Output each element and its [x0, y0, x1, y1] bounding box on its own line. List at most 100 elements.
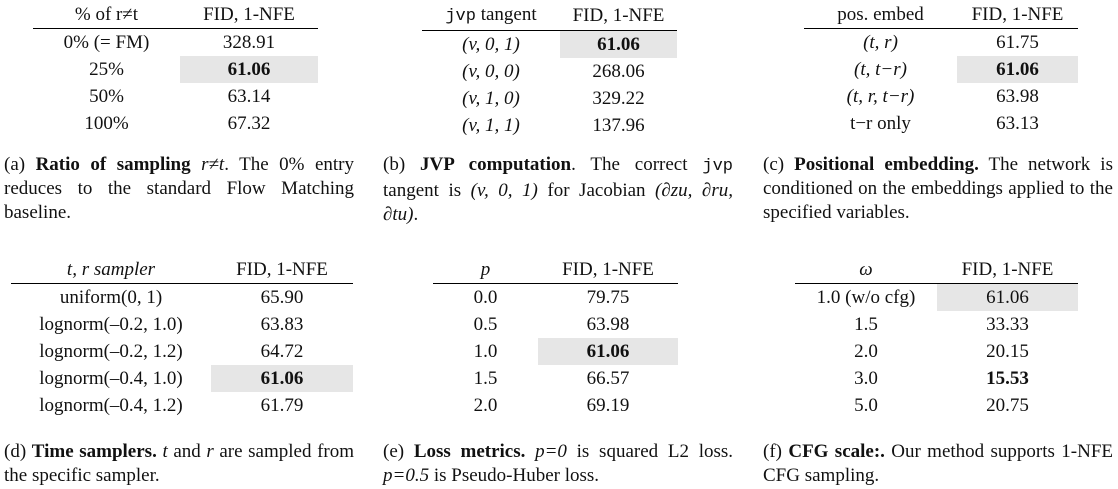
caption-text: Our method supports 1-NFE CFG sampling. — [763, 441, 1113, 486]
table-cell: 0.5 — [473, 314, 498, 335]
table-row: lognorm(–0.2, 1.2) 64.72 — [11, 338, 353, 365]
table-cell: 137.96 — [592, 115, 645, 136]
caption-label: (a) — [4, 154, 36, 175]
table-cell: 63.83 — [260, 314, 304, 335]
table-row: (v, 1, 0) 329.22 — [422, 85, 677, 112]
caption-a: (a) Ratio of sampling r≠t. The 0% entry … — [4, 153, 354, 225]
column-header: FID, 1-NFE — [538, 256, 678, 284]
table-row: (v, 0, 0) 268.06 — [422, 58, 677, 85]
table-row: 0% (= FM) 328.91 — [33, 29, 318, 57]
caption-math: p=0 — [535, 441, 567, 462]
table-cell: 61.79 — [260, 395, 304, 416]
table-row: 2.0 20.15 — [795, 338, 1078, 365]
table-row: (v, 1, 1) 137.96 — [422, 112, 677, 139]
caption-math: t — [162, 441, 168, 462]
table-cell: (v, 0, 1) — [462, 34, 520, 55]
caption-text: The network is conditioned on the embedd… — [763, 154, 1113, 223]
table-cell: 66.57 — [586, 368, 630, 389]
table-cell: 2.0 — [854, 341, 878, 362]
table-row: 1.5 33.33 — [795, 311, 1078, 338]
column-header: FID, 1-NFE — [560, 1, 677, 31]
table-row: 1.5 66.57 — [433, 365, 678, 392]
caption-text: are sampled from the specific sampler. — [4, 441, 355, 486]
caption-label: (d) — [4, 441, 32, 462]
table-cell: 100% — [84, 113, 129, 134]
table-cell: lognorm(–0.4, 1.2) — [39, 395, 183, 416]
best-result-cell: 61.06 — [957, 56, 1078, 83]
table-row: 2.0 69.19 — [433, 392, 678, 419]
table-cell: uniform(0, 1) — [59, 287, 163, 308]
header-text: tangent — [475, 4, 537, 25]
caption-bold: Time samplers. — [31, 441, 157, 462]
caption-label: (c) — [763, 154, 795, 175]
table-row: 100% 67.32 — [33, 110, 318, 137]
table-cell: 63.14 — [227, 86, 271, 107]
column-header: FID, 1-NFE — [211, 256, 353, 284]
table-cell: lognorm(–0.2, 1.2) — [39, 341, 183, 362]
caption-text: and — [167, 441, 207, 462]
table-cell: (v, 1, 0) — [462, 88, 520, 109]
table-cell: 1.0 (w/o cfg) — [816, 287, 916, 308]
table-row: t−r only 63.13 — [804, 110, 1078, 137]
table-b-jvp-computation: jvp tangent FID, 1-NFE (v, 0, 1) 61.06 (v… — [422, 1, 677, 139]
table-row: 1.0 (w/o cfg) 61.06 — [795, 283, 1078, 311]
caption-bold: CFG scale:. — [788, 441, 885, 462]
table-row: 50% 63.14 — [33, 83, 318, 110]
table-cell: (v, 0, 0) — [462, 61, 520, 82]
caption-math: r — [206, 441, 214, 462]
table-cell: 61.75 — [996, 32, 1039, 53]
best-result-cell: 61.06 — [560, 30, 677, 58]
table-cell: 1.5 — [473, 368, 498, 389]
table-row: lognorm(–0.4, 1.0) 61.06 — [11, 365, 353, 392]
table-row: 0.5 63.98 — [433, 311, 678, 338]
table-cell: 33.33 — [986, 314, 1029, 335]
column-header: FID, 1-NFE — [180, 1, 318, 29]
column-header: ω — [795, 256, 937, 284]
caption-math: (∂zu, ∂ru, ∂tu) — [383, 180, 733, 225]
column-header: p — [433, 256, 538, 284]
table-c-positional-embedding: pos. embed FID, 1-NFE (t, r) 61.75 (t, t−… — [804, 1, 1078, 137]
table-cell: 64.72 — [260, 341, 304, 362]
caption-math: p=0.5 — [383, 465, 430, 486]
table-cell: 1.5 — [854, 314, 878, 335]
table-cell: lognorm(–0.2, 1.0) — [39, 314, 183, 335]
table-cell: (t, r, t−r) — [846, 86, 915, 107]
table-cell: 79.75 — [586, 287, 630, 308]
caption-c: (c) Positional embedding. The network is… — [763, 153, 1113, 225]
table-a-ratio-of-sampling: % of r≠t FID, 1-NFE 0% (= FM) 328.91 25% 6… — [33, 1, 318, 137]
table-cell: t−r only — [850, 113, 911, 134]
jvp-code: jvp — [445, 7, 476, 26]
best-result-cell: 61.06 — [180, 56, 318, 83]
jvp-code: jvp — [702, 157, 733, 176]
best-result-cell: 15.53 — [986, 368, 1029, 389]
table-cell: 20.15 — [986, 341, 1029, 362]
column-header: pos. embed — [804, 1, 957, 29]
caption-e: (e) Loss metrics. p=0 is squared L2 loss… — [383, 440, 733, 488]
column-header: FID, 1-NFE — [937, 256, 1078, 284]
caption-text — [525, 441, 535, 462]
caption-b: (b) JVP computation. The correct jvp tan… — [383, 153, 733, 227]
table-row: 0.0 79.75 — [433, 284, 678, 312]
caption-label: (f) — [763, 441, 789, 462]
table-row: (v, 0, 1) 61.06 — [422, 30, 677, 58]
caption-text: . The 0% entry reduces to the standard F… — [4, 154, 354, 223]
table-cell: 63.98 — [586, 314, 630, 335]
caption-math: r≠t — [201, 154, 225, 175]
caption-text: . The correct — [571, 154, 703, 175]
table-cell: lognorm(–0.4, 1.0) — [39, 368, 183, 389]
table-row: lognorm(–0.2, 1.0) 63.83 — [11, 311, 353, 338]
table-cell: 67.32 — [227, 113, 271, 134]
table-row: 25% 61.06 — [33, 56, 318, 83]
caption-bold: Loss metrics. — [413, 441, 526, 462]
table-e-loss-metrics: p FID, 1-NFE 0.0 79.75 0.5 63.98 1.0 61.06 … — [433, 256, 678, 419]
table-cell: 1.0 — [473, 341, 498, 362]
best-result-cell: 61.06 — [538, 338, 678, 365]
table-cell: 5.0 — [854, 395, 878, 416]
column-header: jvp tangent — [422, 1, 560, 31]
caption-bold: JVP computation — [420, 154, 572, 175]
table-cell: 63.13 — [996, 113, 1039, 134]
table-cell: 328.91 — [222, 32, 276, 53]
caption-f: (f) CFG scale:. Our method supports 1-NF… — [763, 440, 1113, 488]
column-header: t, r sampler — [11, 256, 211, 284]
table-cell: 65.90 — [260, 287, 304, 308]
